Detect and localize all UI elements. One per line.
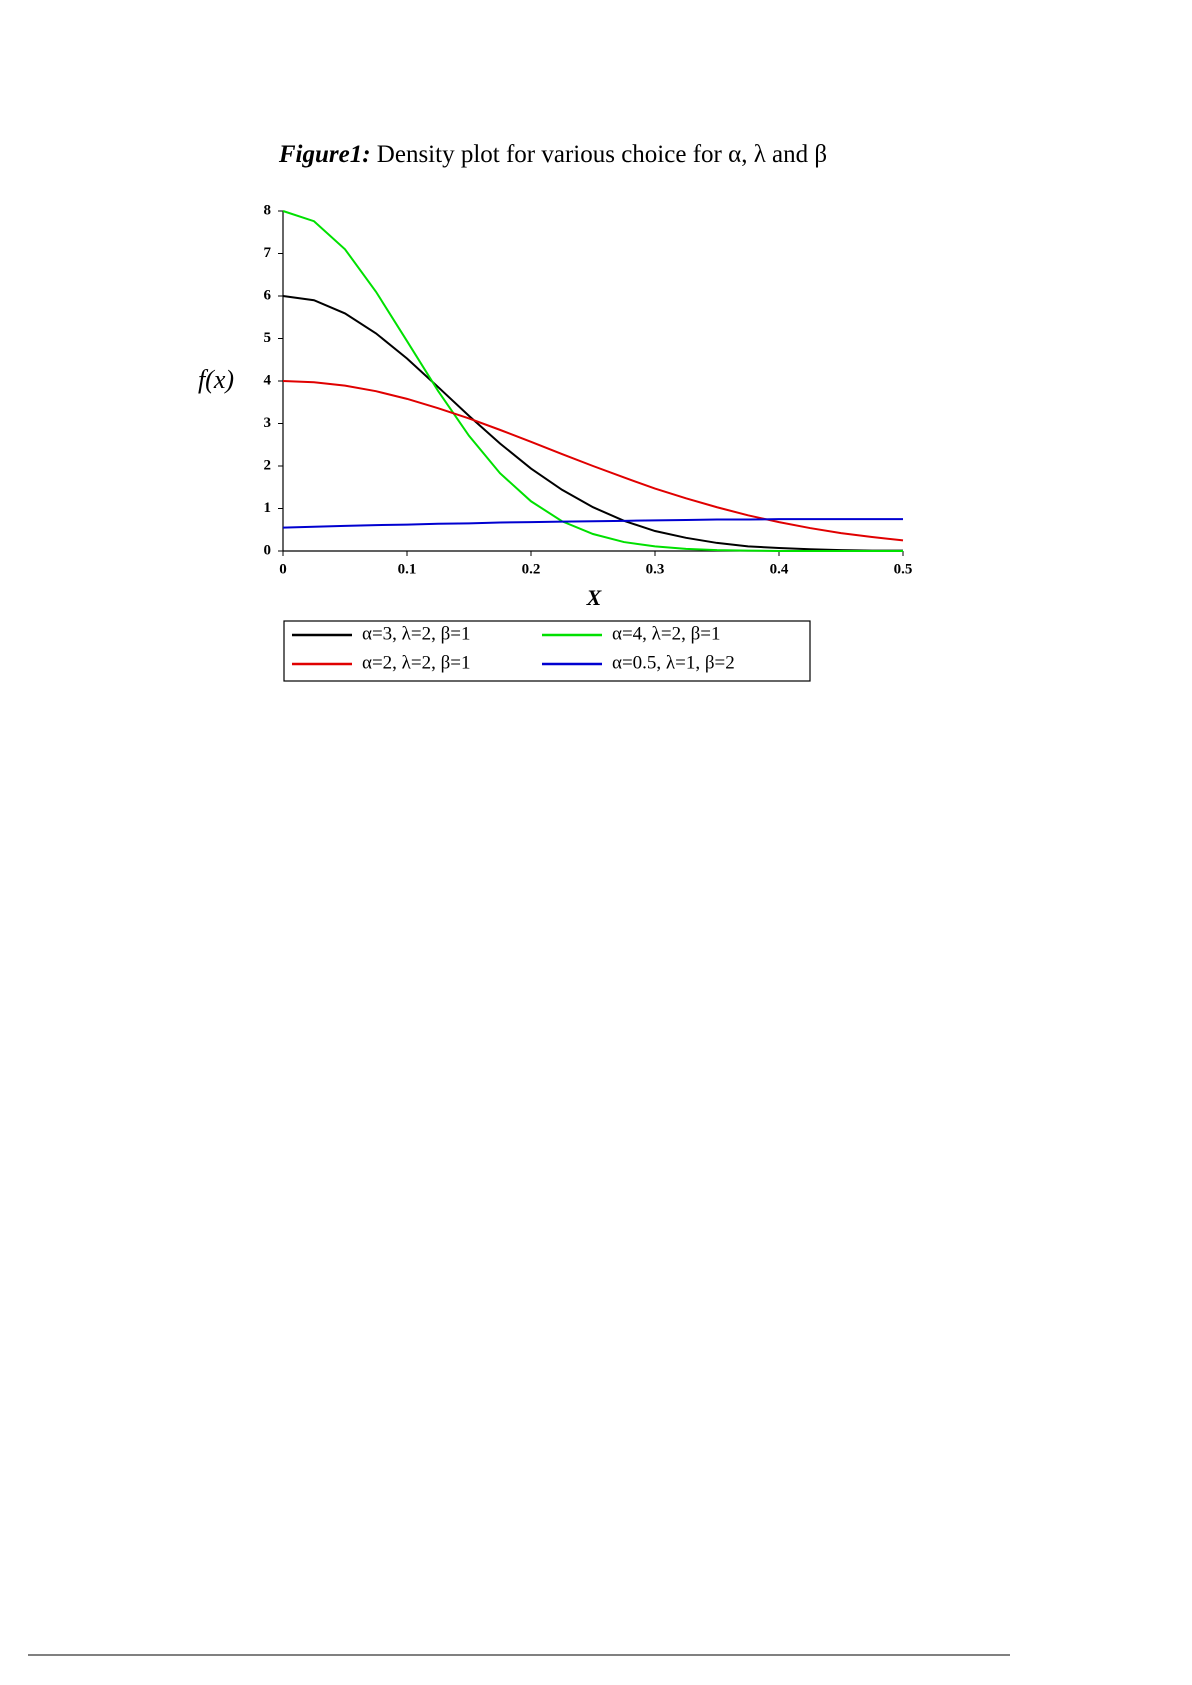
- chart-title: Figure1: Density plot for various choice…: [178, 140, 928, 170]
- legend-box: [283, 620, 811, 682]
- y-tick-label: 3: [264, 415, 272, 431]
- y-tick-label: 7: [264, 245, 272, 261]
- series-line: [282, 380, 904, 542]
- x-tick-label: 0.1: [398, 561, 417, 577]
- series-line: [282, 518, 903, 529]
- x-tick-label: 0.3: [646, 561, 665, 577]
- title-text: Density plot for various choice for α, λ…: [376, 141, 828, 168]
- legend-label: α=2, λ=2, β=1: [362, 652, 470, 673]
- x-tick-label: 0.4: [770, 561, 789, 577]
- x-axis-label: X: [586, 585, 603, 610]
- legend-label: α=4, λ=2, β=1: [612, 623, 720, 644]
- legend-label: α=0.5, λ=1, β=2: [612, 652, 735, 673]
- series-line: [282, 210, 903, 552]
- title-label: Figure1:: [278, 141, 371, 168]
- y-axis-label: f(x): [198, 365, 234, 394]
- y-tick-label: 1: [264, 500, 272, 516]
- legend-label: α=3, λ=2, β=1: [362, 623, 470, 644]
- y-tick-label: 4: [264, 372, 272, 388]
- x-tick-label: 0.2: [522, 561, 541, 577]
- x-tick-label: 0.5: [894, 561, 913, 577]
- y-tick-label: 5: [264, 330, 272, 346]
- y-tick-label: 6: [264, 287, 272, 303]
- x-tick-label: 0: [279, 561, 287, 577]
- series-line: [282, 295, 903, 552]
- y-tick-label: 2: [264, 457, 272, 473]
- y-tick-label: 0: [264, 542, 272, 558]
- y-tick-label: 8: [264, 202, 272, 218]
